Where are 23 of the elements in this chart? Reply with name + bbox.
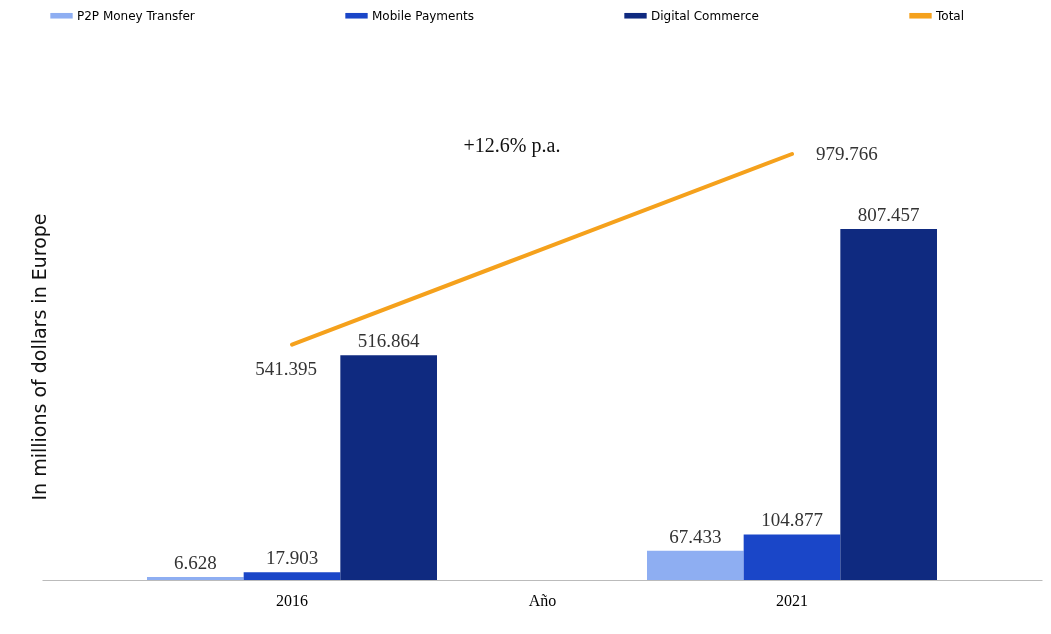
x-tick-label: 2021 <box>776 591 808 609</box>
bar <box>147 577 244 580</box>
bar <box>243 572 341 580</box>
legend-label: P2P Money Transfer <box>77 8 195 23</box>
annotation: +12.6% p.a. <box>463 134 561 157</box>
bar <box>340 355 437 580</box>
data-label: 979.766 <box>816 143 878 164</box>
x-axis-title: Año <box>528 591 557 609</box>
data-label: 67.433 <box>669 525 722 547</box>
bar <box>743 534 841 580</box>
data-label: 104.877 <box>761 509 823 531</box>
data-label: 541.395 <box>255 357 317 379</box>
y-axis-title: In millions of dollars in Europe <box>28 213 50 501</box>
data-label: 807.457 <box>857 203 920 225</box>
data-label: 516.864 <box>357 330 421 352</box>
data-label: 6.628 <box>173 552 217 574</box>
bar <box>840 228 937 580</box>
data-label: 17.903 <box>265 547 319 569</box>
legend-label: Mobile Payments <box>372 8 474 23</box>
legend-label: Total <box>935 8 965 23</box>
x-tick-label: 2016 <box>276 591 308 609</box>
legend-label: Digital Commerce <box>651 8 759 23</box>
bar <box>647 550 744 580</box>
